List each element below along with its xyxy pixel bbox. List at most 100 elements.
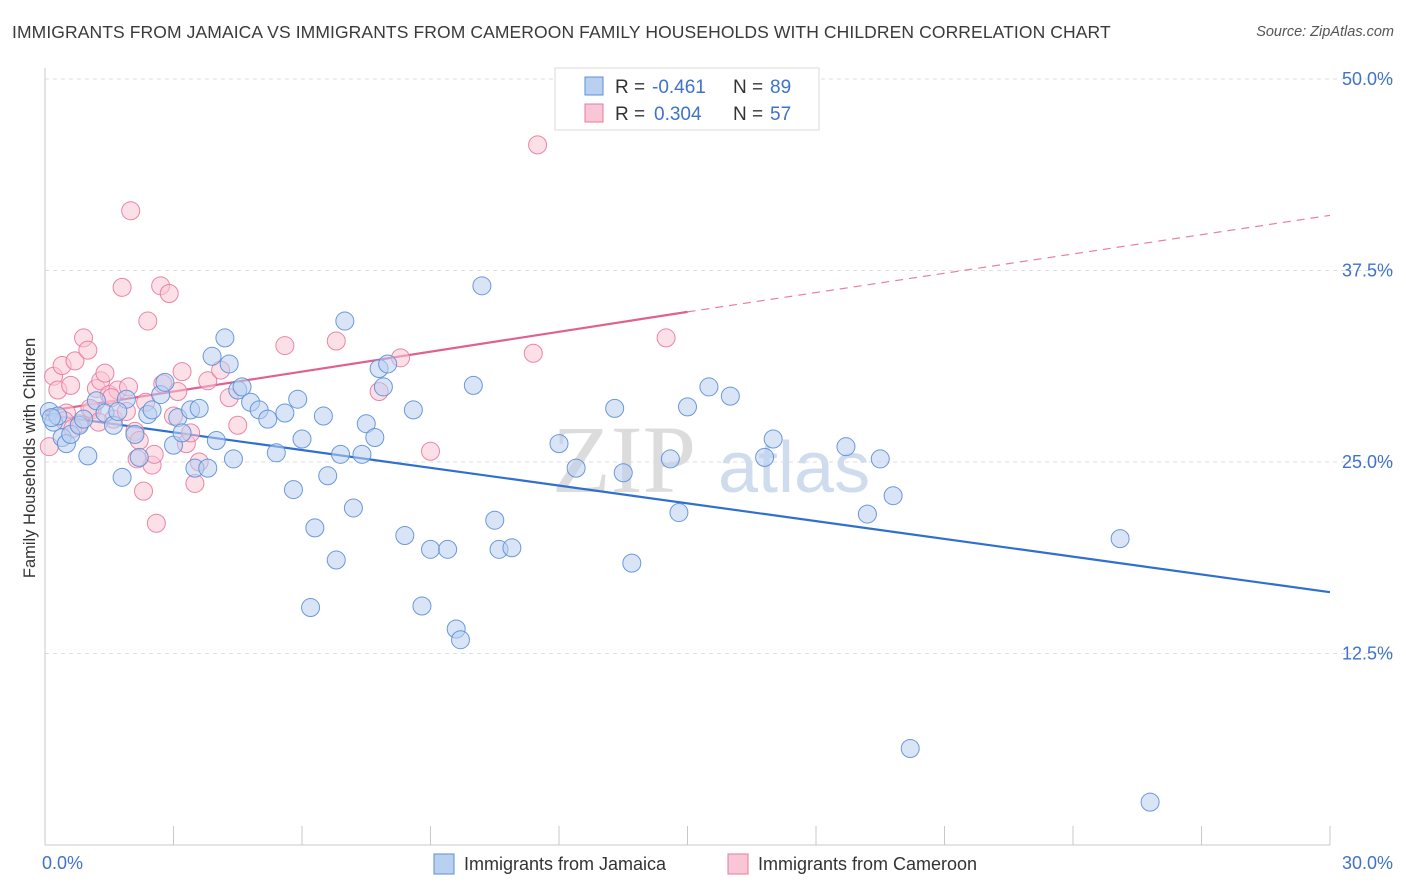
jamaica-point-80 (836, 437, 856, 457)
jamaica-point-51 (356, 414, 376, 434)
jamaica-point-25 (189, 398, 209, 418)
jamaica-point-8 (78, 446, 98, 466)
jamaica-point-29 (215, 328, 235, 348)
jamaica-point-14 (125, 424, 145, 444)
cameroon-point-9 (78, 340, 98, 360)
cameroon-point-46 (656, 328, 676, 348)
jamaica-point-72 (622, 553, 642, 573)
bottom-legend-label-jamaica: Immigrants from Jamaica (464, 854, 667, 874)
jamaica-point-82 (870, 449, 890, 469)
jamaica-point-12 (112, 467, 132, 487)
jamaica-point-28 (206, 431, 226, 451)
jamaica-point-46 (326, 550, 346, 570)
jamaica-point-81 (857, 504, 877, 524)
cameroon-point-19 (121, 201, 141, 221)
legend-r-label-2: R = (615, 104, 645, 125)
cameroon-point-40 (326, 331, 346, 351)
jamaica-point-42 (301, 598, 321, 618)
legend-swatch-jamaica (584, 76, 604, 96)
y-tick-label-3: 50.0% (1342, 69, 1393, 89)
jamaica-point-39 (283, 480, 303, 500)
jamaica-point-88 (108, 401, 128, 421)
jamaica-point-85 (1110, 529, 1130, 549)
jamaica-point-76 (699, 377, 719, 397)
cameroon-point-23 (138, 311, 158, 331)
jamaica-point-19 (155, 372, 175, 392)
jamaica-point-49 (343, 498, 363, 518)
cameroon-point-17 (112, 277, 132, 297)
trend-line-cameroon-extension (687, 214, 1331, 313)
jamaica-point-44 (313, 406, 333, 426)
jamaica-point-43 (305, 518, 325, 538)
jamaica-point-56 (395, 526, 415, 546)
jamaica-point-40 (288, 389, 308, 409)
jamaica-point-86 (1140, 792, 1160, 812)
jamaica-point-33 (232, 377, 252, 397)
legend-n-label-2: N = (733, 104, 763, 125)
cameroon-point-22 (134, 481, 154, 501)
jamaica-point-41 (292, 429, 312, 449)
axes (44, 68, 1331, 846)
cameroon-point-39 (275, 336, 295, 356)
legend-n-value-1: 89 (770, 77, 791, 98)
legend-n-label-1: N = (733, 77, 763, 98)
jamaica-point-84 (900, 738, 920, 758)
legend-r-label-1: R = (615, 77, 645, 98)
cameroon-point-25 (146, 513, 166, 533)
jamaica-point-45 (318, 466, 338, 486)
jamaica-point-87 (41, 408, 61, 428)
jamaica-point-63 (463, 375, 483, 395)
cameroon-point-27 (159, 283, 179, 303)
jamaica-point-58 (412, 596, 432, 616)
cameroon-point-35 (198, 371, 218, 391)
legend-box: R = -0.461 N = 89 R = 0.304 N = 57 (554, 67, 820, 131)
jamaica-point-55 (378, 354, 398, 374)
cameroon-point-6 (65, 351, 85, 371)
jamaica-point-26 (198, 458, 218, 478)
cameroon-point-43 (421, 441, 440, 461)
jamaica-point-67 (502, 538, 522, 558)
jamaica-point-54 (373, 377, 393, 397)
jamaica-point-68 (549, 434, 569, 454)
gridlines (45, 78, 1393, 654)
bottom-legend-swatch-jamaica (433, 853, 455, 875)
cameroon-point-44 (528, 135, 548, 155)
jamaica-point-74 (669, 503, 689, 523)
cameroon-point-13 (95, 363, 115, 383)
jamaica-point-15 (129, 447, 149, 467)
jamaica-point-60 (438, 539, 458, 559)
jamaica-point-69 (566, 458, 586, 478)
y-tick-labels: 12.5% 25.0% 37.5% 50.0% (1342, 69, 1393, 664)
jamaica-point-48 (335, 311, 355, 331)
trend-line-jamaica (44, 413, 1331, 594)
x-tick-min: 0.0% (42, 853, 83, 873)
jamaica-point-73 (660, 449, 680, 469)
jamaica-point-52 (365, 427, 385, 447)
jamaica-point-64 (472, 276, 492, 296)
y-axis-title: Family Households with Children (21, 338, 39, 578)
jamaica-point-77 (720, 386, 740, 406)
jamaica-point-50 (352, 444, 372, 464)
bottom-legend-label-cameroon: Immigrants from Cameroon (758, 854, 977, 874)
jamaica-point-70 (605, 398, 625, 418)
legend-r-value-2: 0.304 (654, 104, 702, 125)
cameroon-point-45 (523, 343, 543, 363)
jamaica-point-57 (403, 400, 423, 420)
jamaica-point-71 (613, 463, 633, 483)
jamaica-point-47 (331, 444, 351, 464)
jamaica-point-7 (74, 409, 94, 429)
jamaica-point-78 (755, 447, 775, 467)
jamaica-point-79 (763, 429, 783, 449)
bottom-legend: Immigrants from Jamaica Immigrants from … (433, 853, 977, 875)
cameroon-point-30 (172, 362, 192, 382)
series-jamaica-points (39, 276, 1160, 812)
jamaica-point-38 (275, 403, 295, 423)
chart-title: IMMIGRANTS FROM JAMAICA VS IMMIGRANTS FR… (12, 22, 1111, 42)
jamaica-point-30 (219, 354, 239, 374)
chart-source: Source: ZipAtlas.com (1256, 24, 1394, 40)
jamaica-point-36 (258, 409, 278, 429)
jamaica-point-59 (421, 539, 440, 559)
jamaica-point-62 (450, 630, 470, 650)
y-tick-label-1: 25.0% (1342, 452, 1393, 472)
